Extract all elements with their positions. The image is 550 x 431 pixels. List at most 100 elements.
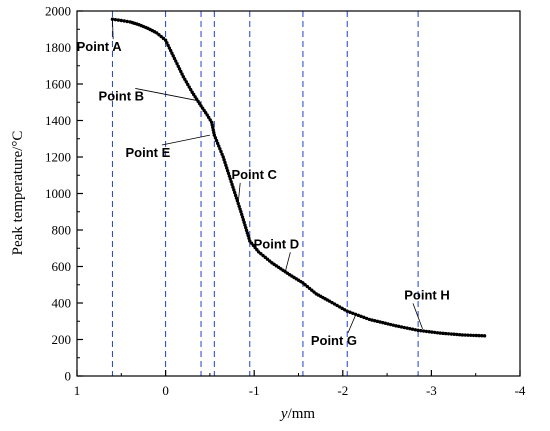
y-tick-label: 1200 bbox=[45, 150, 71, 165]
data-point bbox=[175, 61, 179, 66]
data-point bbox=[220, 152, 224, 156]
data-series bbox=[110, 17, 487, 338]
data-point bbox=[466, 333, 470, 337]
x-tick-label: -1 bbox=[249, 383, 260, 398]
data-point bbox=[240, 212, 244, 217]
data-point bbox=[228, 177, 232, 181]
data-point bbox=[171, 54, 175, 58]
data-point bbox=[186, 82, 190, 87]
data-point bbox=[246, 233, 250, 238]
data-point bbox=[424, 329, 429, 334]
data-point bbox=[399, 325, 404, 329]
data-point bbox=[170, 51, 174, 55]
data-point bbox=[243, 223, 247, 227]
y-axis-ticks: 0 200 400 600 800 1000 1200 1400 1600 1800 2000 bbox=[45, 4, 83, 384]
data-point bbox=[345, 309, 349, 313]
data-point bbox=[212, 133, 217, 137]
data-point bbox=[241, 218, 246, 222]
data-point bbox=[237, 204, 241, 208]
data-point bbox=[163, 38, 168, 42]
y-tick-label: 1600 bbox=[45, 77, 71, 92]
data-point bbox=[172, 56, 177, 61]
y-tick-label: 400 bbox=[52, 296, 72, 311]
data-point bbox=[433, 330, 437, 335]
x-axis-ticks: 1 0 -1 -2 -3 -4 bbox=[74, 370, 526, 398]
data-point bbox=[430, 330, 434, 334]
data-point bbox=[205, 113, 209, 117]
annotations: Point A Point B Point E Point C Point D Point… bbox=[77, 19, 450, 348]
data-point bbox=[224, 163, 228, 167]
data-point bbox=[327, 299, 332, 303]
data-point bbox=[168, 48, 173, 53]
data-point bbox=[482, 334, 487, 338]
annotation-label: Point G bbox=[311, 333, 357, 348]
annotation-leader bbox=[112, 19, 114, 40]
data-point bbox=[455, 332, 459, 337]
data-point bbox=[469, 333, 473, 337]
data-point bbox=[471, 333, 476, 338]
data-point bbox=[397, 324, 401, 329]
data-point bbox=[226, 171, 231, 176]
annotation-leader bbox=[135, 88, 197, 101]
y-axis-title: Peak temperature/°C bbox=[10, 131, 26, 256]
annotation-leader bbox=[161, 134, 210, 146]
data-point bbox=[449, 332, 454, 336]
data-point bbox=[370, 318, 374, 322]
x-axis-title: y/mm bbox=[279, 406, 316, 422]
data-point bbox=[359, 314, 363, 319]
data-point bbox=[116, 18, 121, 22]
annotation-leader bbox=[347, 313, 357, 334]
y-tick-label: 1400 bbox=[45, 113, 71, 128]
data-point bbox=[119, 18, 124, 23]
data-point bbox=[238, 207, 242, 211]
annotation-label: Point D bbox=[254, 236, 300, 251]
data-point bbox=[227, 174, 232, 178]
data-point bbox=[348, 310, 352, 314]
data-point bbox=[364, 316, 369, 321]
data-point bbox=[405, 326, 409, 330]
data-point bbox=[236, 201, 240, 206]
data-point bbox=[413, 328, 418, 332]
annotation-leader bbox=[284, 252, 291, 273]
data-point bbox=[335, 303, 339, 308]
data-point bbox=[444, 331, 448, 336]
data-point bbox=[416, 328, 420, 333]
data-point bbox=[410, 327, 415, 331]
data-point bbox=[184, 80, 188, 84]
annotation-label: Point E bbox=[125, 145, 170, 160]
data-point bbox=[207, 115, 211, 120]
data-point bbox=[166, 43, 170, 48]
data-point bbox=[378, 320, 382, 324]
data-point bbox=[214, 138, 219, 143]
data-point bbox=[477, 333, 481, 338]
reference-lines bbox=[111, 11, 419, 376]
data-point bbox=[383, 321, 388, 325]
y-tick-label: 800 bbox=[52, 223, 72, 238]
y-tick-label: 1000 bbox=[45, 186, 71, 201]
data-point bbox=[332, 302, 337, 306]
y-tick-label: 0 bbox=[65, 369, 72, 384]
data-point bbox=[247, 236, 251, 240]
annotation-label: Point A bbox=[77, 39, 123, 54]
data-point bbox=[441, 331, 445, 336]
y-tick-label: 2000 bbox=[45, 4, 71, 19]
data-point bbox=[221, 155, 225, 159]
x-tick-label: 1 bbox=[74, 383, 81, 398]
annotation-label: Point B bbox=[99, 88, 145, 103]
data-point bbox=[239, 210, 243, 214]
y-tick-label: 200 bbox=[52, 332, 72, 347]
data-point bbox=[474, 333, 478, 338]
data-point bbox=[351, 311, 355, 315]
data-point bbox=[463, 333, 467, 337]
data-point bbox=[240, 215, 245, 219]
data-point bbox=[167, 46, 172, 50]
data-point bbox=[125, 19, 129, 24]
plot-frame bbox=[76, 10, 521, 377]
data-point bbox=[244, 228, 249, 233]
data-point bbox=[427, 330, 431, 334]
data-point bbox=[211, 125, 215, 130]
data-point bbox=[380, 320, 385, 325]
data-point bbox=[386, 322, 390, 326]
data-point bbox=[181, 75, 186, 79]
data-point bbox=[212, 130, 216, 135]
